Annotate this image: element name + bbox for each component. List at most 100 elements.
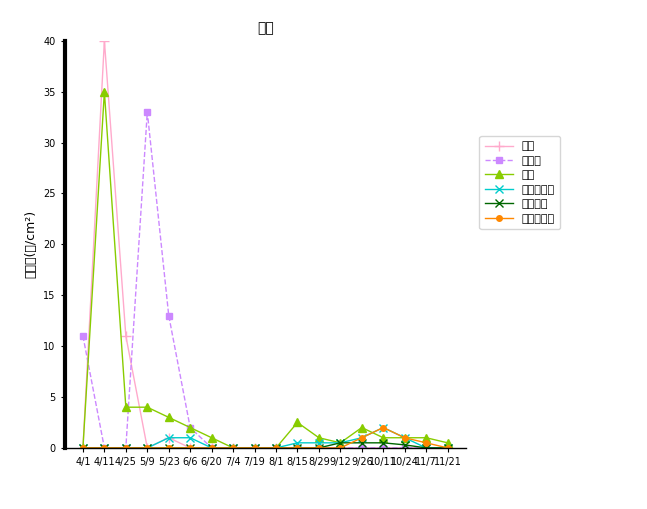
イ科 [358,425,366,431]
カナムグラ [208,445,215,451]
ヨモギ属 [250,445,258,451]
ヒノキ [144,109,151,115]
ヒノキ [186,425,194,431]
スギ [144,445,151,451]
スギ [79,445,87,451]
ブタクサ属 [229,445,237,451]
カナムグラ [336,445,344,451]
ヨモギ属 [165,445,173,451]
スギ [379,445,387,451]
カナムグラ [358,435,366,441]
ブタクサ属 [336,440,344,446]
ブタクサ属 [272,445,280,451]
ブタクサ属 [186,435,194,441]
スギ [186,445,194,451]
ブタクサ属 [294,440,302,446]
ブタクサ属 [165,435,173,441]
ブタクサ属 [444,445,452,451]
イ科 [122,404,129,410]
ヨモギ属 [358,440,366,446]
ヒノキ [379,445,387,451]
ブタクサ属 [401,435,409,441]
カナムグラ [272,445,280,451]
スギ [336,445,344,451]
Line: ヨモギ属: ヨモギ属 [79,439,452,452]
Legend: スギ, ヒノキ, イ科, ブタクサ属, ヨモギ属, カナムグラ: スギ, ヒノキ, イ科, ブタクサ属, ヨモギ属, カナムグラ [479,136,560,229]
ヨモギ属 [379,440,387,446]
ブタクサ属 [250,445,258,451]
カナムグラ [250,445,258,451]
イ科 [401,435,409,441]
イ科 [315,435,323,441]
イ科 [186,425,194,431]
カナムグラ [379,425,387,431]
カナムグラ [79,445,87,451]
ヒノキ [122,445,129,451]
スギ [401,445,409,451]
スギ [250,445,258,451]
スギ [272,445,280,451]
ヒノキ [315,445,323,451]
イ科 [250,445,258,451]
ヨモギ属 [272,445,280,451]
ブタクサ属 [144,445,151,451]
ブタクサ属 [315,440,323,446]
ヒノキ [250,445,258,451]
カナムグラ [229,445,237,451]
ブタクサ属 [208,445,215,451]
ヒノキ [422,445,430,451]
ブタクサ属 [358,435,366,441]
イ科 [422,435,430,441]
イ科 [229,445,237,451]
ヨモギ属 [315,445,323,451]
イ科 [272,445,280,451]
ヨモギ属 [336,440,344,446]
スギ [315,445,323,451]
ヨモギ属 [100,445,108,451]
スギ [165,435,173,441]
ヨモギ属 [208,445,215,451]
ヒノキ [401,445,409,451]
ヨモギ属 [444,445,452,451]
イ科 [165,414,173,420]
Line: カナムグラ: カナムグラ [80,425,450,450]
ヒノキ [100,445,108,451]
ヨモギ属 [422,445,430,451]
Line: ヒノキ: ヒノキ [80,108,451,451]
Line: イ科: イ科 [79,88,452,452]
ヨモギ属 [229,445,237,451]
カナムグラ [100,445,108,451]
ヒノキ [294,445,302,451]
イ科 [100,89,108,95]
ブタクサ属 [79,445,87,451]
ヒノキ [79,333,87,339]
イ科 [144,404,151,410]
ヒノキ [444,445,452,451]
カナムグラ [122,445,129,451]
ブタクサ属 [122,445,129,451]
イ科 [379,435,387,441]
ヒノキ [229,445,237,451]
スギ [122,333,129,339]
スギ [358,445,366,451]
ヨモギ属 [186,445,194,451]
カナムグラ [422,440,430,446]
Line: ブタクサ属: ブタクサ属 [79,423,452,452]
ブタクサ属 [422,445,430,451]
カナムグラ [444,445,452,451]
ブタクサ属 [379,425,387,431]
スギ [294,445,302,451]
ヒノキ [208,445,215,451]
スギ [422,445,430,451]
ヨモギ属 [79,445,87,451]
カナムグラ [315,445,323,451]
スギ [208,445,215,451]
Title: 週計: 週計 [257,21,274,36]
Line: スギ: スギ [78,36,452,453]
イ科 [294,419,302,426]
Y-axis label: 花粉数(個/cm²): 花粉数(個/cm²) [25,210,38,278]
ヨモギ属 [122,445,129,451]
ヒノキ [358,445,366,451]
スギ [444,445,452,451]
ブタクサ属 [100,445,108,451]
